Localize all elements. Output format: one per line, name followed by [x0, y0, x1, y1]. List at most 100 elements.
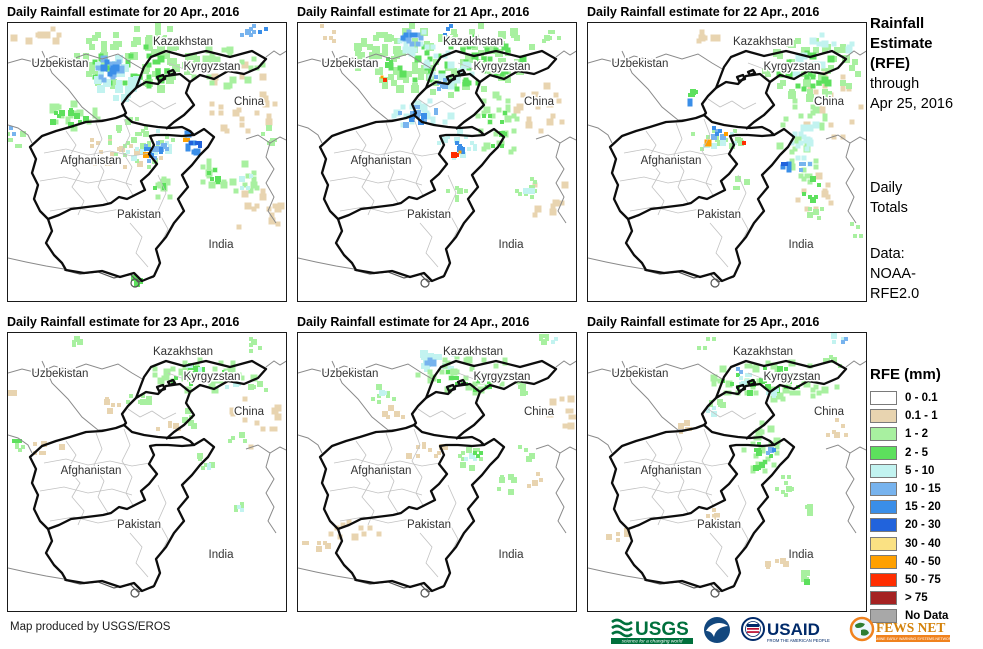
map-label-pakistan: Pakistan: [697, 519, 741, 531]
legend-label: 20 - 30: [905, 519, 941, 532]
legend-label: 5 - 10: [905, 464, 935, 477]
rainfall-layer: [687, 29, 864, 238]
legend-label: 2 - 5: [905, 446, 929, 459]
legend-label: 10 - 15: [905, 482, 941, 495]
map-label-kazakhstan: Kazakhstan: [443, 346, 503, 358]
map-image: Kazakhstan Uzbekistan Kyrgyzstan China Afgha…: [297, 332, 577, 612]
legend-item: 1 - 2: [870, 427, 982, 442]
legend-title: RFE (mm): [870, 366, 941, 383]
map-label-pakistan: Pakistan: [117, 209, 161, 221]
sidebar-title: Rainfall Estimate (RFE): [870, 15, 933, 72]
map-label-kyrgyzstan: Kyrgyzstan: [764, 61, 821, 73]
map-label-uzbekistan: Uzbekistan: [322, 368, 379, 380]
legend-item: 0 - 0.1: [870, 391, 982, 405]
rainfall-layer: [8, 336, 282, 512]
usaid-logo: USAID FROM THE AMERICAN PEOPLE: [741, 617, 830, 643]
legend-swatch: [870, 591, 897, 606]
map-label-afghanistan: Afghanistan: [61, 465, 122, 477]
map-image: Kazakhstan Uzbekistan Kyrgyzstan China Afgha…: [297, 22, 577, 302]
panel-1: Daily Rainfall estimate for 21 Apr., 201…: [297, 2, 577, 302]
panel-5: Daily Rainfall estimate for 25 Apr., 201…: [587, 312, 867, 612]
legend-swatch: [870, 572, 897, 587]
map-label-kyrgyzstan: Kyrgyzstan: [474, 61, 531, 73]
map-label-pakistan: Pakistan: [407, 519, 451, 531]
map-label-china: China: [234, 96, 265, 108]
fewsnet-tagline: FAMINE EARLY WARNING SYSTEMS NETWORK: [872, 637, 953, 641]
map-label-kazakhstan: Kazakhstan: [443, 36, 503, 48]
legend-swatch: [870, 554, 897, 569]
panel-3: Daily Rainfall estimate for 23 Apr., 201…: [7, 312, 287, 612]
map-label-kyrgyzstan: Kyrgyzstan: [184, 61, 241, 73]
legend-swatch: [870, 409, 897, 424]
map-credit: Map produced by USGS/EROS: [10, 621, 171, 633]
legend-label: 0 - 0.1: [905, 392, 938, 404]
legend: RFE (mm) 0 - 0.1 0.1 - 1 1 - 2 2 - 5 5 - 10 1…: [870, 366, 982, 627]
map-label-uzbekistan: Uzbekistan: [32, 368, 89, 380]
legend-label: 0.1 - 1: [905, 410, 938, 423]
fewsnet-logo: FEWS NET FAMINE EARLY WARNING SYSTEMS NE…: [849, 616, 953, 642]
legend-label: 40 - 50: [905, 555, 941, 568]
country-borders: [588, 358, 866, 599]
fewsnet-wordmark: FEWS NET: [876, 620, 945, 635]
map-label-pakistan: Pakistan: [407, 209, 451, 221]
usaid-wordmark: USAID: [767, 620, 820, 639]
country-borders: [298, 358, 576, 599]
map-label-china: China: [524, 96, 555, 108]
map-label-china: China: [814, 96, 845, 108]
rainfall-layer: [606, 333, 848, 585]
map-label-kazakhstan: Kazakhstan: [153, 36, 213, 48]
map-label-china: China: [814, 406, 845, 418]
map-label-uzbekistan: Uzbekistan: [322, 58, 379, 70]
legend-swatch: [870, 518, 897, 533]
map-image: Kazakhstan Uzbekistan Kyrgyzstan China Afgha…: [587, 22, 867, 302]
legend-item: 2 - 5: [870, 445, 982, 460]
usgs-tagline: science for a changing world: [622, 639, 683, 644]
panel-0: Daily Rainfall estimate for 20 Apr., 201…: [7, 2, 287, 302]
map-label-kazakhstan: Kazakhstan: [733, 346, 793, 358]
panel-title: Daily Rainfall estimate for 20 Apr., 201…: [7, 5, 240, 19]
legend-items: 0 - 0.1 0.1 - 1 1 - 2 2 - 5 5 - 10 10 - 15 15 …: [870, 391, 982, 624]
panel-4: Daily Rainfall estimate for 24 Apr., 201…: [297, 312, 577, 612]
legend-item: 5 - 10: [870, 463, 982, 478]
map-label-india: India: [499, 549, 525, 561]
map-label-china: China: [234, 406, 265, 418]
map-label-pakistan: Pakistan: [117, 519, 161, 531]
rainfall-layer: [8, 23, 285, 287]
legend-item: > 75: [870, 591, 982, 606]
svg-text:USGS: USGS: [635, 619, 689, 640]
legend-item: 15 - 20: [870, 500, 982, 515]
map-label-afghanistan: Afghanistan: [641, 155, 702, 167]
map-label-kazakhstan: Kazakhstan: [153, 346, 213, 358]
legend-item: 50 - 75: [870, 572, 982, 587]
map-image: Kazakhstan Uzbekistan Kyrgyzstan China Afgha…: [587, 332, 867, 612]
map-label-kyrgyzstan: Kyrgyzstan: [474, 371, 531, 383]
legend-item: No Data: [870, 609, 982, 624]
map-image: Kazakhstan Uzbekistan Kyrgyzstan China Afgha…: [7, 22, 287, 302]
map-label-china: China: [524, 406, 555, 418]
panel-2: Daily Rainfall estimate for 22 Apr., 201…: [587, 2, 867, 302]
legend-item: 10 - 15: [870, 481, 982, 496]
legend-swatch: [870, 481, 897, 496]
sidebar-data-source: Data: NOAA- RFE2.0: [870, 246, 920, 302]
map-label-afghanistan: Afghanistan: [61, 155, 122, 167]
legend-swatch: [870, 463, 897, 478]
map-label-uzbekistan: Uzbekistan: [612, 58, 669, 70]
legend-item: 0.1 - 1: [870, 409, 982, 424]
sidebar-through-date: through Apr 25, 2016: [870, 76, 954, 112]
panel-title: Daily Rainfall estimate for 25 Apr., 201…: [587, 315, 820, 329]
panel-title: Daily Rainfall estimate for 21 Apr., 201…: [297, 5, 530, 19]
map-label-afghanistan: Afghanistan: [351, 155, 412, 167]
map-label-uzbekistan: Uzbekistan: [612, 368, 669, 380]
sidebar-daily-totals: Daily Totals: [870, 180, 908, 216]
map-label-kyrgyzstan: Kyrgyzstan: [184, 371, 241, 383]
logo-strip: USGS science for a changing world USAID …: [610, 615, 953, 645]
panel-title: Daily Rainfall estimate for 23 Apr., 201…: [7, 315, 240, 329]
legend-label: 50 - 75: [905, 573, 941, 586]
legend-item: 20 - 30: [870, 518, 982, 533]
legend-swatch: [870, 609, 897, 624]
legend-label: 1 - 2: [905, 428, 929, 441]
map-image: Kazakhstan Uzbekistan Kyrgyzstan China Afgha…: [7, 332, 287, 612]
legend-swatch: [870, 445, 897, 460]
map-label-india: India: [209, 549, 235, 561]
map-label-afghanistan: Afghanistan: [351, 465, 412, 477]
